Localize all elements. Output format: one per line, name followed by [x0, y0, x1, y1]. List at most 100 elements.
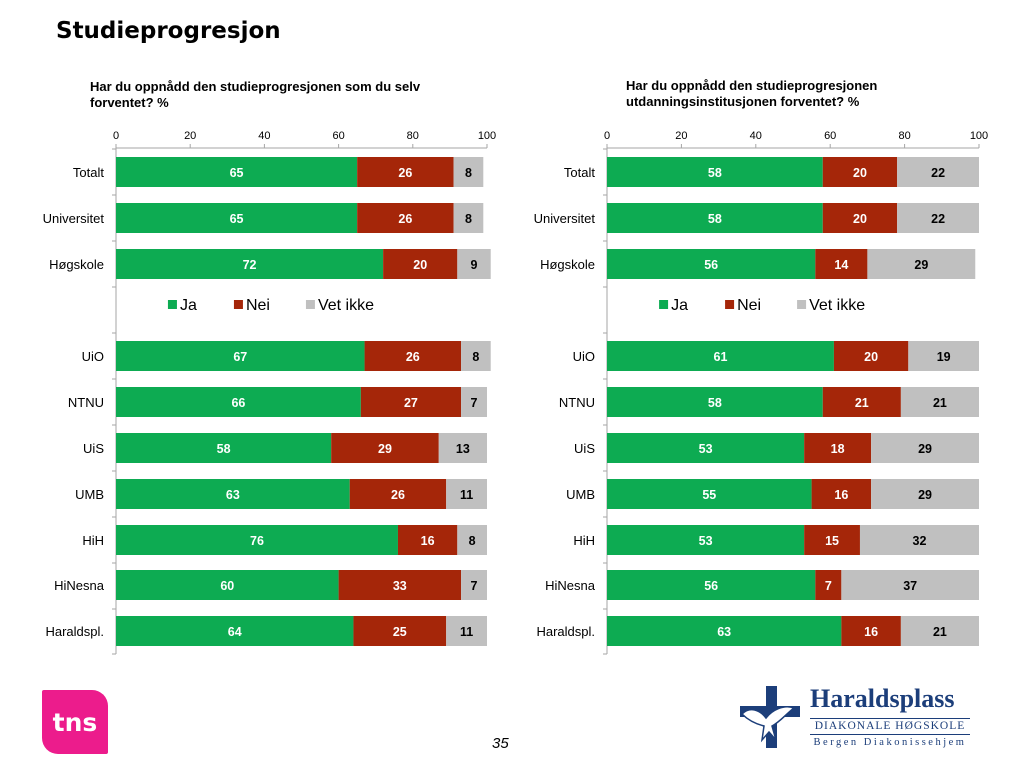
- right-x-tick-label: 20: [675, 130, 687, 142]
- right-x-tick-label: 60: [824, 130, 836, 142]
- right-bar-ja: [607, 203, 823, 233]
- right-legend-swatch-vet-ikke: [797, 300, 807, 309]
- left-data-label: 8: [472, 350, 479, 364]
- dove-cross-icon: [740, 686, 800, 748]
- right-bar-nei: [822, 157, 898, 187]
- left-data-label: 26: [398, 166, 412, 180]
- right-bar-nei: [822, 387, 901, 417]
- left-data-label: 33: [393, 579, 407, 593]
- right-data-label: 21: [933, 396, 947, 410]
- right-bar-nei: [804, 433, 872, 463]
- right-x-tick-label: 80: [898, 130, 910, 142]
- left-x-tick-label: 100: [478, 130, 496, 142]
- left-bar-vet-ikke: [446, 616, 487, 646]
- page-title: Studieprogresjon: [56, 18, 281, 44]
- right-data-label: 63: [717, 625, 731, 639]
- right-category-label: HiNesna: [545, 578, 596, 593]
- left-bar-vet-ikke: [461, 387, 487, 417]
- right-category-label: Haraldspl.: [536, 624, 595, 639]
- right-x-tick-label: 40: [750, 130, 762, 142]
- right-data-label: 22: [931, 212, 945, 226]
- left-x-tick-label: 0: [113, 130, 119, 142]
- right-bar-vet-ikke: [859, 525, 979, 555]
- right-data-label: 55: [702, 488, 716, 502]
- chart-title-left: Har du oppnådd den studieprogresjonen so…: [90, 79, 421, 110]
- right-data-label: 61: [714, 350, 728, 364]
- left-category-label: HiNesna: [54, 578, 105, 593]
- left-bar-ja: [116, 433, 332, 463]
- left-data-label: 13: [456, 442, 470, 456]
- left-bar-vet-ikke: [446, 479, 487, 509]
- left-bar-ja: [116, 616, 354, 646]
- left-bar-nei: [360, 387, 462, 417]
- left-data-label: 7: [471, 579, 478, 593]
- left-x-tick-label: 40: [258, 130, 270, 142]
- left-data-label: 65: [230, 166, 244, 180]
- right-bar-nei: [815, 249, 868, 279]
- left-bar-ja: [116, 387, 361, 417]
- left-legend-label: Ja: [180, 297, 197, 314]
- left-data-label: 9: [471, 258, 478, 272]
- left-data-label: 63: [226, 488, 240, 502]
- right-bar-ja: [607, 249, 816, 279]
- right-bar-nei: [841, 616, 901, 646]
- right-category-label: Høgskole: [540, 257, 595, 272]
- left-data-label: 8: [469, 534, 476, 548]
- right-bar-nei: [833, 341, 909, 371]
- left-legend-swatch-ja: [167, 300, 177, 309]
- right-legend-label: Vet ikke: [809, 297, 865, 314]
- left-bar-ja: [116, 525, 398, 555]
- left-bar-vet-ikke: [457, 249, 491, 279]
- right-data-label: 53: [699, 534, 713, 548]
- right-bar-nei: [804, 525, 860, 555]
- left-data-label: 11: [460, 488, 473, 502]
- left-data-label: 29: [378, 442, 392, 456]
- left-x-tick-label: 20: [184, 130, 196, 142]
- haraldsplass-sub2: Bergen Diakonissehjem: [813, 737, 967, 748]
- left-category-label: UiO: [82, 349, 104, 364]
- right-bar-vet-ikke: [841, 570, 979, 600]
- right-bar-ja: [607, 479, 812, 509]
- right-data-label: 53: [699, 442, 713, 456]
- right-category-label: UiO: [573, 349, 595, 364]
- right-data-label: 32: [913, 534, 927, 548]
- left-data-label: 20: [413, 258, 427, 272]
- right-category-label: UiS: [574, 441, 595, 456]
- right-category-label: UMB: [566, 487, 595, 502]
- left-category-label: Totalt: [73, 165, 104, 180]
- left-data-label: 16: [421, 534, 435, 548]
- left-legend-label: Nei: [246, 297, 270, 314]
- left-data-label: 76: [250, 534, 264, 548]
- left-bar-nei: [357, 157, 454, 187]
- right-data-label: 29: [918, 442, 932, 456]
- right-data-label: 19: [937, 350, 951, 364]
- right-bar-ja: [607, 387, 823, 417]
- left-bar-ja: [116, 157, 358, 187]
- right-bar-ja: [607, 616, 842, 646]
- left-data-label: 11: [460, 625, 473, 639]
- right-data-label: 20: [853, 212, 867, 226]
- right-bar-nei: [815, 570, 842, 600]
- right-bar-vet-ikke: [897, 203, 979, 233]
- left-category-label: Haraldspl.: [45, 624, 104, 639]
- right-bar-vet-ikke: [897, 157, 979, 187]
- left-data-label: 58: [217, 442, 231, 456]
- left-bar-nei: [353, 616, 447, 646]
- right-data-label: 16: [864, 625, 878, 639]
- left-category-label: HiH: [82, 533, 104, 548]
- left-data-label: 60: [220, 579, 234, 593]
- left-legend-swatch-nei: [233, 300, 243, 309]
- right-bar-vet-ikke: [871, 479, 979, 509]
- left-data-label: 7: [471, 396, 478, 410]
- left-data-label: 65: [230, 212, 244, 226]
- left-data-label: 8: [465, 212, 472, 226]
- left-bar-vet-ikke: [453, 203, 484, 233]
- left-category-label: UMB: [75, 487, 104, 502]
- left-data-label: 25: [393, 625, 407, 639]
- left-category-label: NTNU: [68, 395, 104, 410]
- right-category-label: HiH: [573, 533, 595, 548]
- left-bar-ja: [116, 341, 365, 371]
- right-data-label: 20: [853, 166, 867, 180]
- right-data-label: 21: [855, 396, 869, 410]
